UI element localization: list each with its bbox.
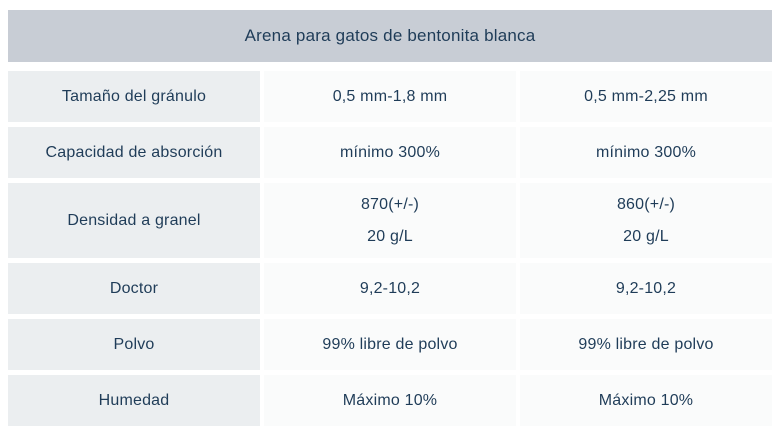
row-label: Densidad a granel bbox=[8, 183, 260, 258]
row-value-col1: Máximo 10% bbox=[264, 375, 516, 426]
value-text: 9,2-10,2 bbox=[359, 279, 421, 297]
row-value-col1: 0,5 mm-1,8 mm bbox=[264, 71, 516, 122]
table-header: Arena para gatos de bentonita blanca bbox=[8, 10, 772, 62]
value-text: mínimo 300% bbox=[595, 143, 697, 161]
value-text: Máximo 10% bbox=[598, 391, 694, 409]
value-text: 99% libre de polvo bbox=[322, 335, 458, 353]
value-text: 20 g/L bbox=[623, 227, 669, 245]
table-row: Tamaño del gránulo 0,5 mm-1,8 mm 0,5 mm-… bbox=[8, 71, 772, 122]
table-row: Humedad Máximo 10% Máximo 10% bbox=[8, 375, 772, 426]
value-text: mínimo 300% bbox=[339, 143, 441, 161]
spec-table: Arena para gatos de bentonita blanca Tam… bbox=[8, 10, 772, 426]
row-value-col2: 0,5 mm-2,25 mm bbox=[520, 71, 772, 122]
row-value-col2: mínimo 300% bbox=[520, 127, 772, 178]
row-value-col2: Máximo 10% bbox=[520, 375, 772, 426]
table-title: Arena para gatos de bentonita blanca bbox=[244, 26, 536, 45]
value-text: 870(+/-) bbox=[360, 195, 420, 213]
table-row: Doctor 9,2-10,2 9,2-10,2 bbox=[8, 263, 772, 314]
value-text: Máximo 10% bbox=[342, 391, 438, 409]
value-text: 860(+/-) bbox=[616, 195, 676, 213]
row-label: Polvo bbox=[8, 319, 260, 370]
value-text: 0,5 mm-2,25 mm bbox=[584, 87, 708, 105]
row-label: Tamaño del gránulo bbox=[8, 71, 260, 122]
row-value-col1: 99% libre de polvo bbox=[264, 319, 516, 370]
table-row: Capacidad de absorción mínimo 300% mínim… bbox=[8, 127, 772, 178]
row-value-col1: mínimo 300% bbox=[264, 127, 516, 178]
table-row: Polvo 99% libre de polvo 99% libre de po… bbox=[8, 319, 772, 370]
table-row: Densidad a granel 870(+/-) 20 g/L 860(+/… bbox=[8, 183, 772, 258]
row-label: Humedad bbox=[8, 375, 260, 426]
row-value-col2: 9,2-10,2 bbox=[520, 263, 772, 314]
row-label: Doctor bbox=[8, 263, 260, 314]
row-value-col2: 99% libre de polvo bbox=[520, 319, 772, 370]
row-value-col1: 9,2-10,2 bbox=[264, 263, 516, 314]
value-text: 20 g/L bbox=[367, 227, 413, 245]
row-value-col2: 860(+/-) 20 g/L bbox=[520, 183, 772, 258]
row-value-col1: 870(+/-) 20 g/L bbox=[264, 183, 516, 258]
value-text: 99% libre de polvo bbox=[578, 335, 714, 353]
value-text: 9,2-10,2 bbox=[615, 279, 677, 297]
row-label: Capacidad de absorción bbox=[8, 127, 260, 178]
value-text: 0,5 mm-1,8 mm bbox=[332, 87, 448, 105]
